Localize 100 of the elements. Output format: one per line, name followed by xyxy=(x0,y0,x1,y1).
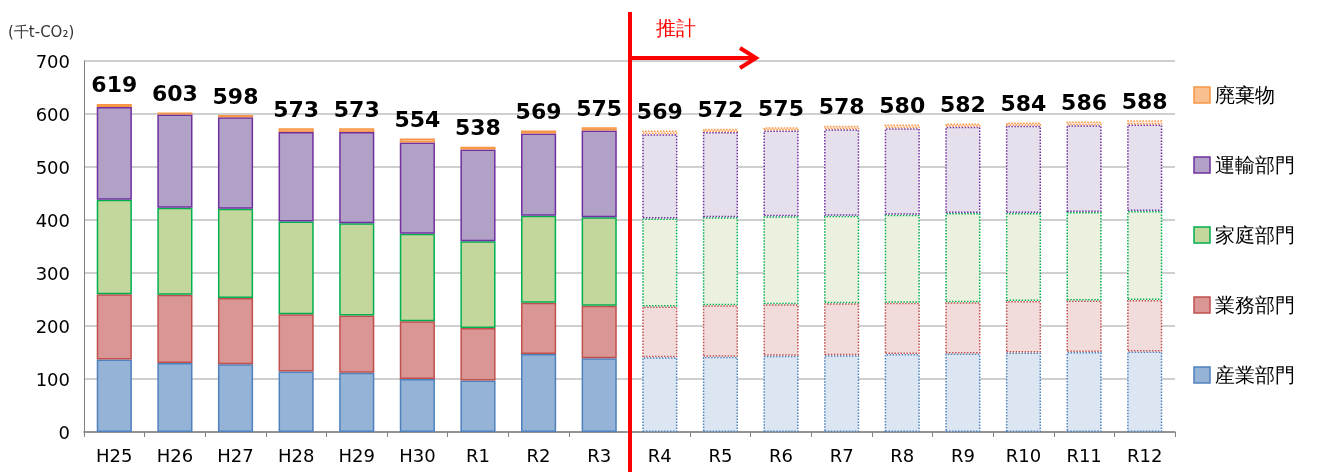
bar xyxy=(884,302,920,355)
bar xyxy=(399,138,435,143)
bar xyxy=(763,130,799,217)
x-tick-label: H29 xyxy=(338,444,375,466)
bar xyxy=(1127,124,1163,211)
y-tick-label: 500 xyxy=(35,156,70,178)
x-tick-label: R11 xyxy=(1066,444,1102,466)
x-tick-label: R4 xyxy=(647,444,672,466)
legend-label: 運輸部門 xyxy=(1215,153,1295,177)
total-label: 578 xyxy=(818,94,865,120)
total-label: 586 xyxy=(1061,89,1108,115)
bar xyxy=(945,353,981,432)
y-tick-label: 200 xyxy=(35,315,70,337)
total-label: 554 xyxy=(394,106,441,132)
bar xyxy=(763,304,799,356)
bar xyxy=(884,128,920,215)
bar xyxy=(157,207,193,295)
bar xyxy=(460,328,496,381)
bar xyxy=(1066,125,1102,213)
bar xyxy=(1066,300,1102,352)
bar xyxy=(339,128,375,133)
bar xyxy=(399,321,435,379)
y-tick-label: 0 xyxy=(58,421,70,443)
total-label: 573 xyxy=(333,96,380,122)
bar xyxy=(1066,351,1102,432)
x-tick-label: R10 xyxy=(1005,444,1042,466)
bar xyxy=(702,132,738,218)
x-tick-label: R6 xyxy=(769,444,794,466)
total-label: 603 xyxy=(151,80,198,106)
y-tick-label: 600 xyxy=(35,103,70,125)
bar xyxy=(884,214,920,303)
bar xyxy=(521,354,557,432)
bar xyxy=(278,314,314,372)
bar xyxy=(1005,213,1042,302)
x-tick-label: H27 xyxy=(217,444,254,466)
bar xyxy=(460,241,496,329)
bar xyxy=(278,371,314,432)
bar xyxy=(96,294,132,360)
bar xyxy=(278,221,314,315)
total-label: 569 xyxy=(636,98,683,124)
bar xyxy=(217,117,254,209)
bar xyxy=(642,134,678,219)
bar xyxy=(581,358,617,432)
total-label: 575 xyxy=(576,95,623,121)
bar xyxy=(581,130,617,218)
x-tick-label: R1 xyxy=(465,444,490,466)
bar xyxy=(824,215,860,304)
bar xyxy=(157,363,193,432)
total-label: 584 xyxy=(1000,90,1047,116)
x-tick-label: R3 xyxy=(587,444,612,466)
bar xyxy=(642,357,678,432)
x-tick-label: H26 xyxy=(156,444,194,466)
bar xyxy=(1005,125,1042,214)
bar xyxy=(339,372,375,432)
bar xyxy=(945,302,981,354)
bar xyxy=(339,132,375,224)
y-tick-label: 400 xyxy=(35,209,70,231)
y-tick-label: 300 xyxy=(35,262,70,284)
bar xyxy=(521,133,557,216)
bar xyxy=(1066,121,1102,126)
legend-label: 廃棄物 xyxy=(1215,83,1275,107)
total-label: 588 xyxy=(1121,88,1168,114)
bar xyxy=(278,128,314,133)
x-tick-label: R5 xyxy=(708,444,733,466)
bar xyxy=(217,208,254,298)
bar xyxy=(399,142,435,234)
bar xyxy=(581,217,617,306)
bar xyxy=(763,355,799,432)
bar xyxy=(278,132,314,222)
bar xyxy=(824,303,860,356)
bar xyxy=(399,379,435,432)
x-tick-label: H25 xyxy=(96,444,133,466)
bar xyxy=(884,124,920,129)
x-tick-label: H28 xyxy=(277,444,315,466)
ref-line-label: 推計 xyxy=(655,16,696,40)
bar xyxy=(521,215,557,303)
bar xyxy=(460,380,496,432)
bar xyxy=(884,354,920,432)
total-label: 580 xyxy=(879,93,926,119)
legend-label: 業務部門 xyxy=(1215,293,1295,317)
total-label: 582 xyxy=(939,92,986,118)
bar xyxy=(581,305,617,359)
bar xyxy=(399,233,435,322)
bar xyxy=(642,130,678,135)
bar xyxy=(217,364,254,432)
bar xyxy=(642,306,678,358)
bar xyxy=(96,359,132,432)
total-label: 619 xyxy=(91,72,138,98)
bar xyxy=(702,356,738,432)
x-tick-label: R8 xyxy=(890,444,915,466)
x-tick-label: R9 xyxy=(950,444,975,466)
bar xyxy=(702,305,738,357)
total-label: 573 xyxy=(273,96,320,122)
total-label: 569 xyxy=(515,98,562,124)
x-tick-label: R7 xyxy=(829,444,854,466)
total-label: 575 xyxy=(758,95,804,121)
x-tick-label: R12 xyxy=(1126,444,1163,466)
y-tick-label: 700 xyxy=(35,50,70,72)
y-axis-title: (千t-CO₂) xyxy=(8,22,75,41)
bar xyxy=(460,149,496,242)
